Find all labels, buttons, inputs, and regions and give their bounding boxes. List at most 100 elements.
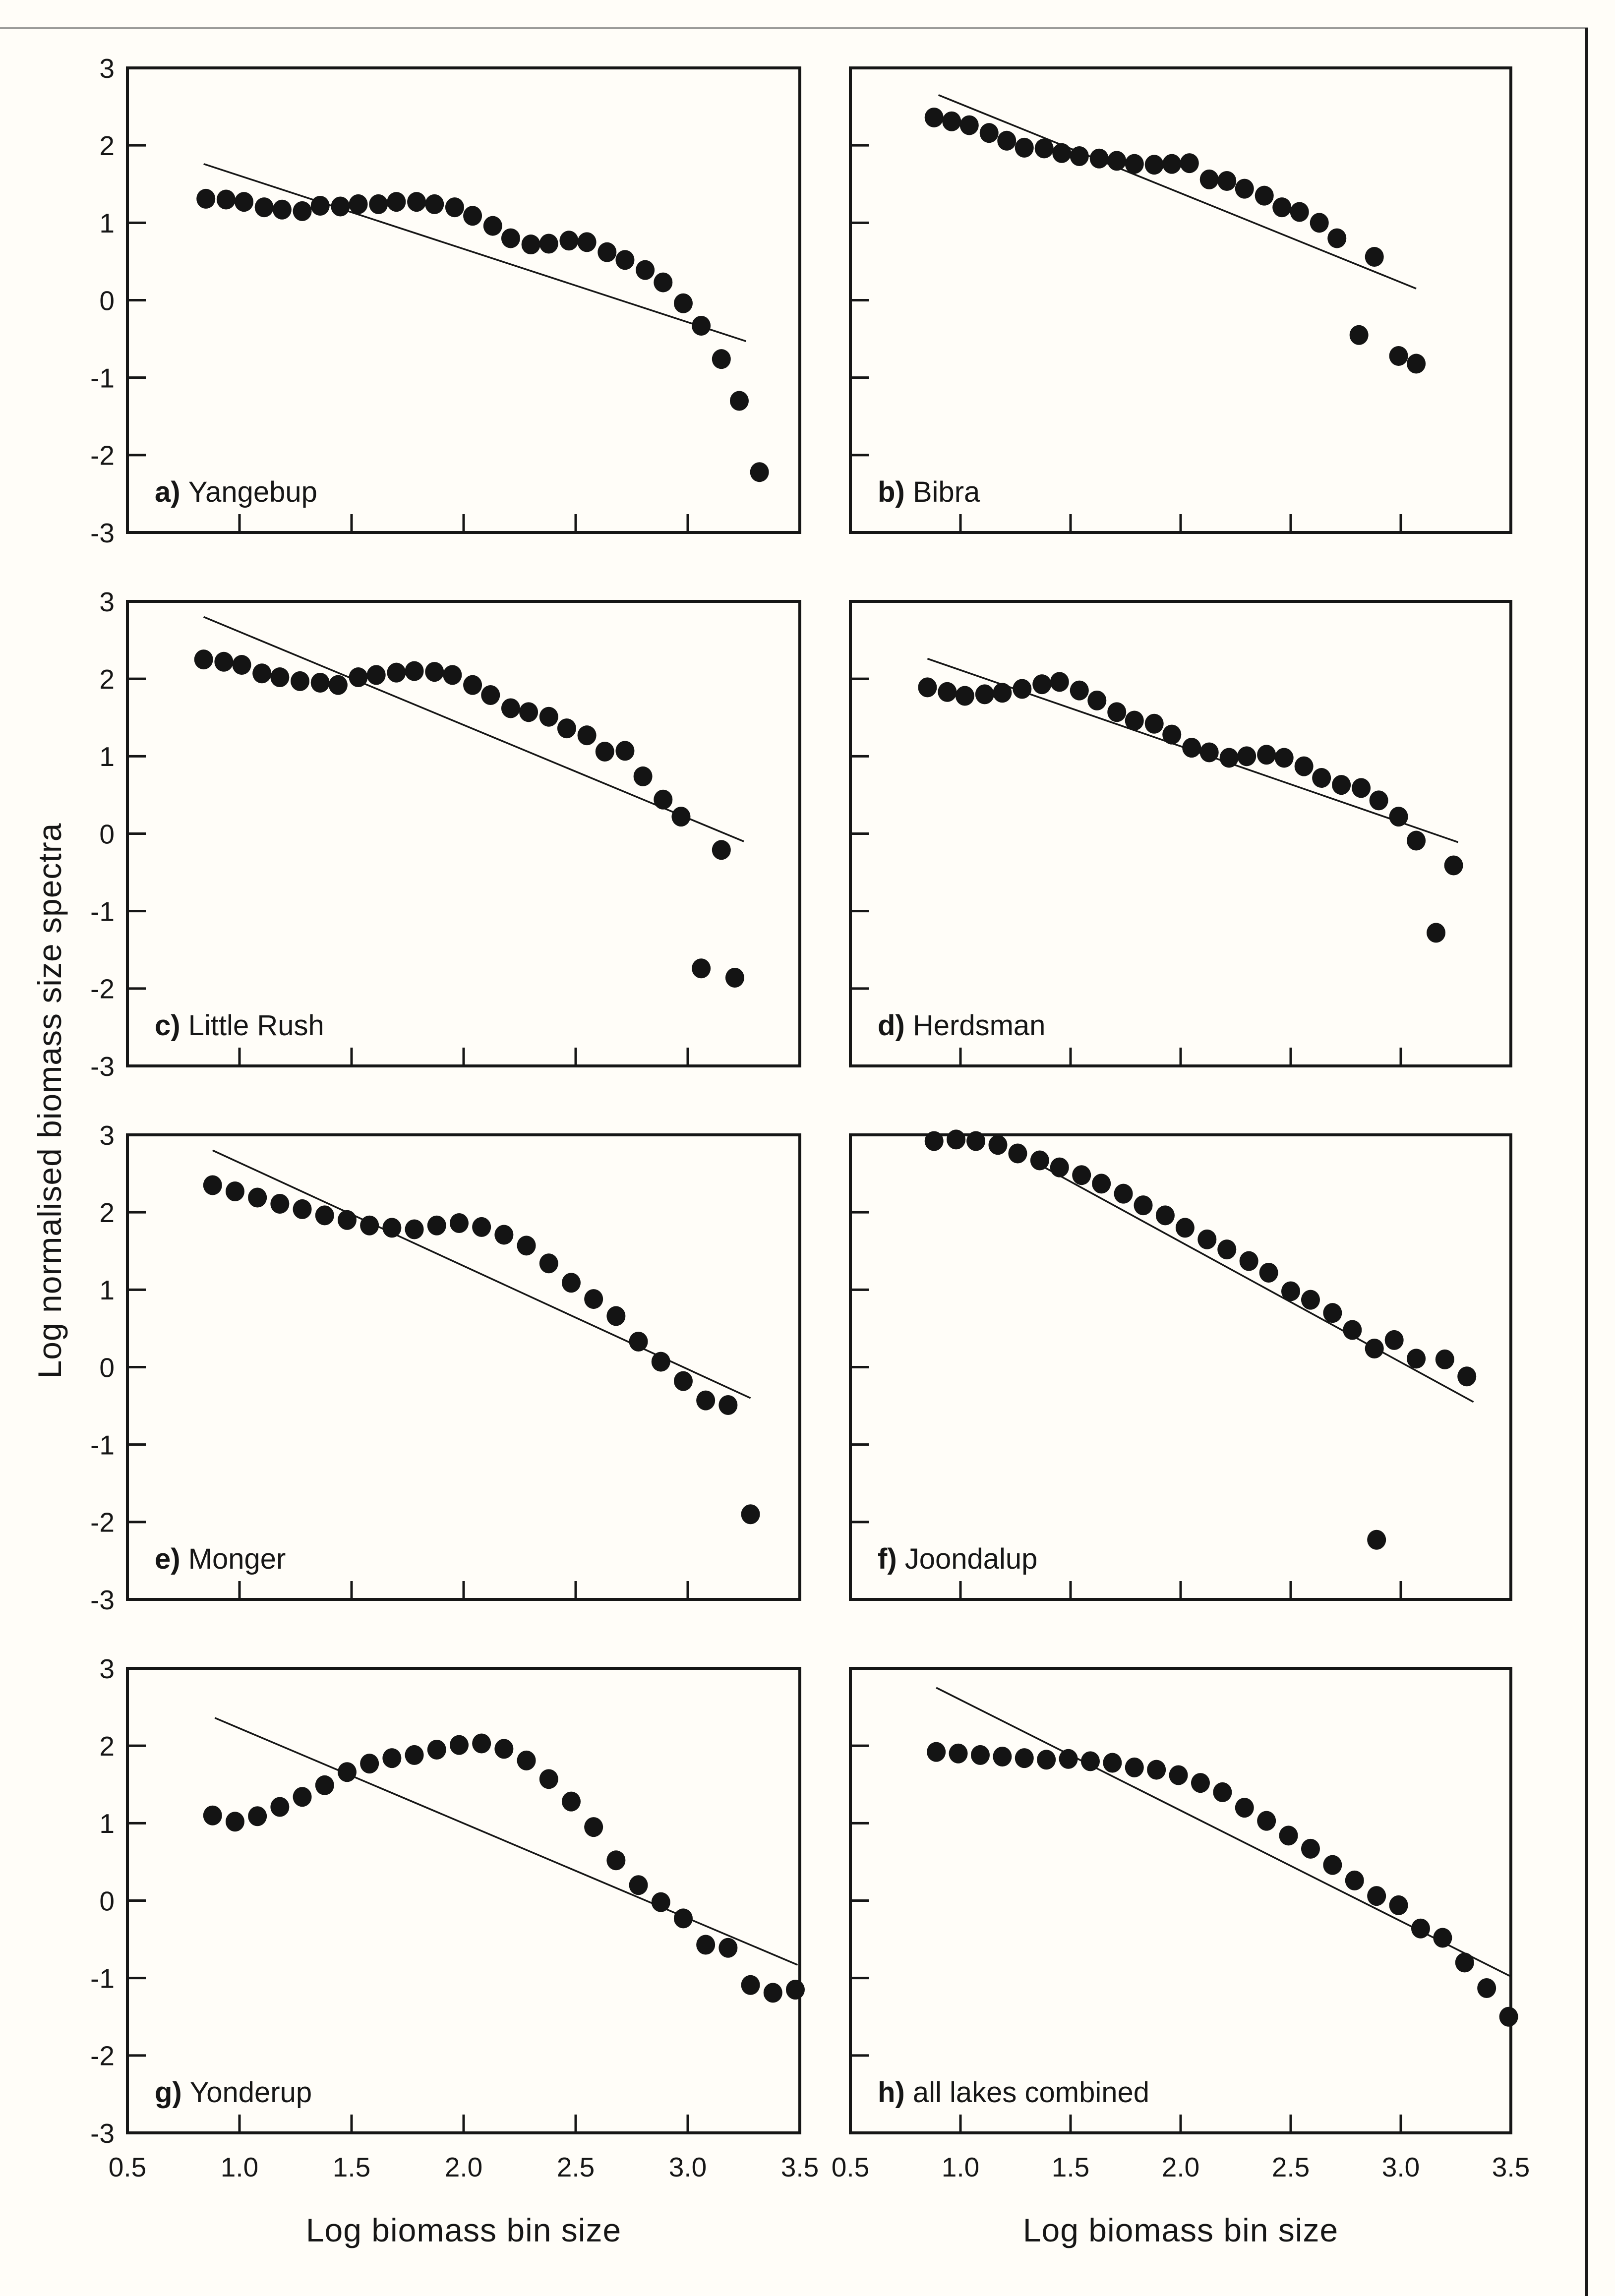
- trend-line: [1032, 1160, 1474, 1403]
- data-point: [696, 1390, 716, 1411]
- plot-frame: [126, 1667, 801, 2134]
- data-point: [584, 1289, 603, 1309]
- data-point: [1008, 1143, 1027, 1164]
- data-point: [1312, 768, 1331, 788]
- data-point: [1103, 1753, 1122, 1773]
- data-point: [1389, 807, 1408, 827]
- data-point: [1070, 680, 1089, 701]
- data-point: [615, 741, 635, 761]
- data-point: [310, 195, 330, 216]
- data-point: [360, 1754, 379, 1774]
- data-point: [1032, 674, 1052, 695]
- data-point: [577, 725, 597, 746]
- data-point: [539, 1769, 558, 1789]
- plot-frame: [849, 66, 1512, 534]
- data-point: [203, 1175, 222, 1195]
- x-tick-label: 1.0: [221, 2152, 258, 2182]
- data-point: [673, 1371, 693, 1391]
- data-point: [1107, 151, 1127, 171]
- panel-a-yangebup: a) Yangebup 3 2 1 0 -1 -2 -3: [90, 53, 801, 548]
- data-point: [712, 840, 731, 860]
- data-point: [1435, 1349, 1454, 1369]
- y-tick-label: -1: [90, 896, 115, 927]
- data-point: [1290, 202, 1309, 222]
- data-point: [1365, 1339, 1384, 1359]
- data-point: [629, 1875, 648, 1895]
- data-point: [194, 649, 213, 670]
- y-tick-label: -1: [90, 362, 115, 393]
- data-point: [1411, 1918, 1430, 1939]
- data-point: [425, 194, 444, 214]
- data-point: [927, 1742, 946, 1762]
- x-tick-label: 1.5: [1052, 2152, 1089, 2182]
- data-point: [382, 1218, 402, 1238]
- data-point: [1294, 756, 1314, 776]
- data-point: [1369, 790, 1388, 811]
- data-point: [1114, 1183, 1133, 1204]
- data-point: [1367, 1886, 1386, 1906]
- y-tick-label: 1: [99, 1275, 115, 1305]
- data-point: [1327, 228, 1347, 248]
- data-point: [557, 718, 576, 739]
- data-point: [1444, 855, 1463, 876]
- data-point: [1089, 148, 1109, 169]
- data-point: [315, 1775, 334, 1795]
- x-tick-label: 2.5: [557, 2152, 595, 2182]
- y-tick-label: -3: [90, 1585, 115, 1615]
- panel-h-all-lakes-combined: h) all lakes combined 0.5 1.0 1.5 2.0 2.5 3.0 3…: [832, 1667, 1530, 2182]
- data-point: [947, 1129, 966, 1150]
- y-tick-label: -1: [90, 1429, 115, 1460]
- data-point: [692, 316, 711, 336]
- panel-f-joondalup: f) Joondalup: [849, 1129, 1512, 1601]
- data-point: [445, 197, 464, 218]
- data-point: [427, 1739, 446, 1760]
- data-point: [405, 1745, 424, 1765]
- trend-line: [203, 616, 744, 842]
- data-point: [1279, 1825, 1298, 1846]
- data-point: [382, 1748, 402, 1768]
- data-point: [1352, 778, 1371, 798]
- panel-label: f) Joondalup: [878, 1543, 1037, 1575]
- data-point: [1125, 154, 1144, 174]
- data-point: [1477, 1978, 1496, 1998]
- data-point: [1013, 679, 1032, 699]
- data-point: [1427, 923, 1446, 943]
- data-point: [517, 1750, 536, 1770]
- x-tick-label: 3.5: [781, 2152, 819, 2182]
- data-point: [1219, 748, 1239, 768]
- data-point: [1345, 1870, 1364, 1890]
- data-point: [629, 1331, 648, 1352]
- data-point: [1199, 169, 1219, 189]
- trend-line: [203, 163, 747, 342]
- data-point: [615, 250, 635, 270]
- y-tick-label: 1: [99, 1808, 115, 1839]
- data-point: [315, 1205, 334, 1226]
- data-point: [405, 661, 424, 681]
- data-point: [938, 682, 957, 702]
- x-tick-label: 3.0: [669, 2152, 707, 2182]
- data-point: [407, 192, 426, 212]
- data-point: [1070, 146, 1089, 167]
- data-point: [1155, 1205, 1175, 1226]
- data-point: [293, 1787, 312, 1807]
- y-tick-label: 1: [99, 208, 115, 238]
- data-point: [225, 1812, 244, 1832]
- data-point: [1274, 748, 1294, 768]
- data-point: [1281, 1281, 1300, 1301]
- data-point: [561, 1273, 581, 1293]
- data-point: [1217, 171, 1237, 191]
- data-point: [216, 189, 236, 210]
- data-point: [1125, 710, 1144, 731]
- data-point: [1080, 1751, 1100, 1771]
- data-point: [729, 391, 749, 411]
- data-point: [654, 272, 673, 293]
- data-point: [741, 1975, 760, 1995]
- plot-frame: [126, 66, 801, 534]
- data-point: [1343, 1320, 1362, 1340]
- data-point: [481, 685, 500, 705]
- data-point: [387, 662, 406, 683]
- data-point: [1301, 1290, 1320, 1310]
- data-point: [1499, 2006, 1518, 2027]
- data-point: [539, 234, 558, 254]
- data-point: [1169, 1765, 1188, 1785]
